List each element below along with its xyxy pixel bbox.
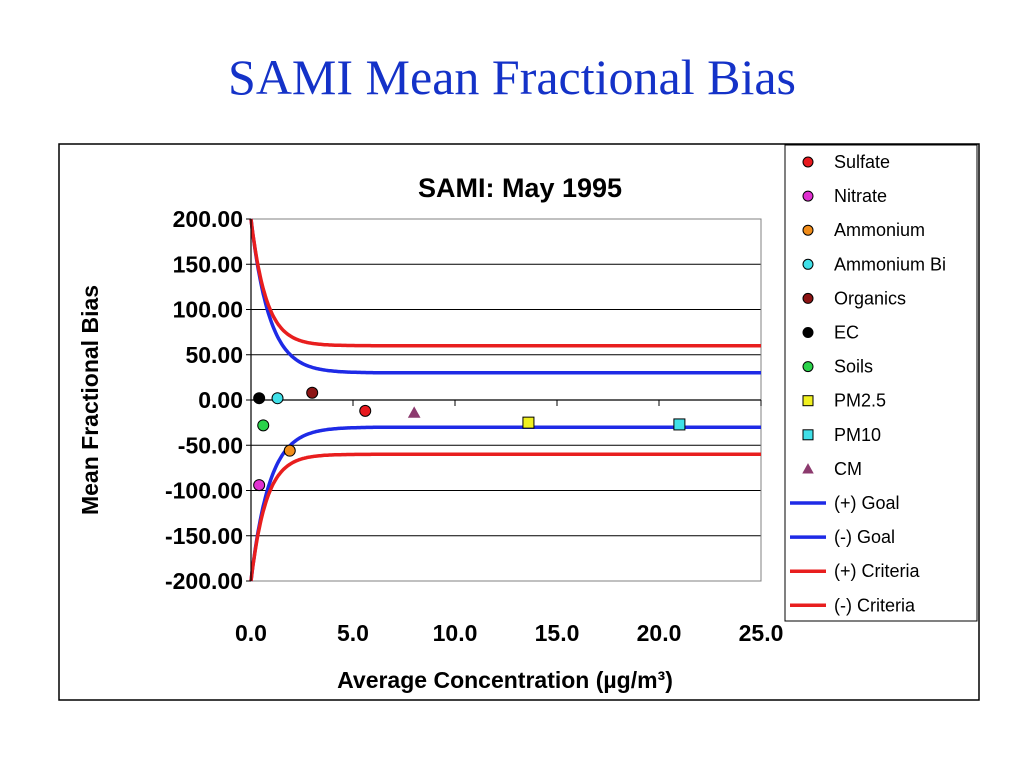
- y-tick-label: -200.00: [165, 568, 243, 594]
- legend-marker: [802, 190, 814, 202]
- x-tick-label: 20.0: [637, 620, 682, 646]
- legend-label: Ammonium: [834, 220, 925, 240]
- legend-box: [784, 144, 978, 622]
- y-tick-label: -150.00: [165, 523, 243, 549]
- x-tick-label: 10.0: [433, 620, 478, 646]
- curves: [249, 218, 761, 582]
- grid: [251, 218, 761, 582]
- legend-label: EC: [834, 323, 859, 343]
- legend-marker: [802, 327, 814, 338]
- legend-label: (-) Goal: [834, 527, 895, 547]
- y-tick-label: -50.00: [178, 432, 243, 458]
- legend-label: (+) Criteria: [834, 561, 920, 581]
- legend-marker: [802, 361, 814, 373]
- y-tick-label: -100.00: [165, 478, 243, 504]
- point-ammonium: [283, 444, 296, 457]
- x-axis: 0.0 5.0 10.0 15.0 20.0 25.0: [235, 399, 784, 646]
- y-tick-label: 50.00: [185, 342, 243, 368]
- legend-label: Organics: [834, 288, 906, 308]
- data-points: [253, 386, 686, 492]
- legend-label: PM2.5: [834, 391, 886, 411]
- slide-title: SAMI Mean Fractional Bias: [228, 49, 796, 105]
- x-tick-label: 25.0: [739, 620, 784, 646]
- legend: Sulfate Nitrate Ammonium Ammonium Bi Organic…: [790, 152, 946, 615]
- y-axis: 200.00 150.00 100.00 50.00 0.00 -50.00 -100.00…: [165, 206, 252, 594]
- y-tick-label: 200.00: [173, 206, 243, 232]
- x-tick-label: 5.0: [337, 620, 369, 646]
- y-tick-label: 150.00: [173, 251, 243, 277]
- x-tick-label: 0.0: [235, 620, 267, 646]
- legend-marker: [802, 292, 814, 304]
- curve--criteria: [249, 452, 761, 582]
- legend-label: Nitrate: [834, 186, 887, 206]
- chart-title: SAMI: May 1995: [418, 173, 622, 203]
- legend-marker: [802, 429, 814, 441]
- legend-label: CM: [834, 459, 862, 479]
- point-ammonium-bi: [271, 392, 284, 405]
- y-tick-label: 0.00: [198, 387, 243, 413]
- legend-label: Ammonium Bi: [834, 254, 946, 274]
- curve--goal: [249, 218, 761, 375]
- legend-label: (-) Criteria: [834, 595, 916, 615]
- point-organics: [306, 386, 319, 399]
- point-cm: [407, 406, 421, 418]
- x-tick-label: 15.0: [535, 620, 580, 646]
- legend-marker: [802, 224, 814, 236]
- x-axis-label: Average Concentration (µg/m³): [337, 667, 673, 693]
- point-soils: [257, 419, 270, 432]
- legend-label: (+) Goal: [834, 493, 900, 513]
- legend-label: Sulfate: [834, 152, 890, 172]
- point-ec: [253, 392, 266, 405]
- point-nitrate: [253, 479, 266, 492]
- y-axis-label: Mean Fractional Bias: [77, 285, 103, 515]
- legend-label: PM10: [834, 425, 881, 445]
- point-pm10: [673, 418, 686, 431]
- point-pm2-5: [522, 416, 535, 429]
- point-sulfate: [359, 404, 372, 417]
- legend-marker: [802, 258, 814, 270]
- legend-marker: [802, 156, 814, 168]
- legend-marker: [802, 463, 814, 474]
- curve--criteria: [249, 218, 761, 348]
- legend-marker: [802, 395, 814, 407]
- legend-label: Soils: [834, 357, 873, 377]
- y-tick-label: 100.00: [173, 297, 243, 323]
